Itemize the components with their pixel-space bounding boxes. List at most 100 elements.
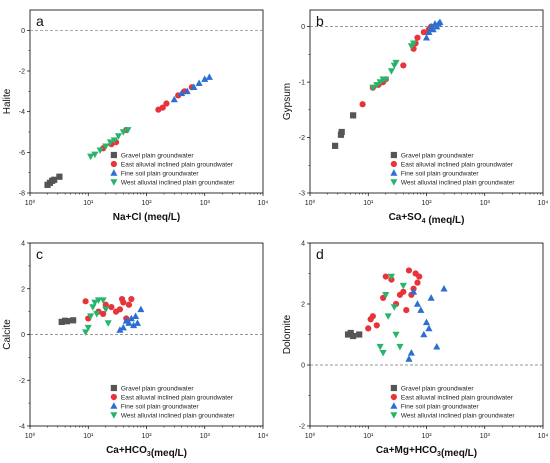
series-fine-soil-plain-groundwater — [170, 73, 213, 103]
data-point — [106, 139, 114, 146]
data-point — [405, 267, 413, 274]
data-point — [399, 282, 407, 290]
series-fine-soil-plain-groundwater — [116, 305, 145, 333]
legend-entry: Fine soil plain groundwater — [121, 403, 200, 410]
data-point — [413, 300, 422, 307]
data-point — [82, 329, 90, 336]
x-tick-label: 10⁴ — [538, 433, 549, 440]
data-point — [396, 343, 404, 351]
data-point — [130, 321, 138, 329]
x-tick-label: 10³ — [200, 200, 211, 207]
data-point — [93, 311, 101, 318]
y-tick-label: 0 — [21, 28, 25, 35]
data-point — [163, 100, 170, 107]
x-tick-label: 10³ — [200, 433, 211, 440]
data-point — [350, 112, 357, 119]
y-tick-label: -2 — [19, 378, 25, 385]
legend-marker — [110, 393, 117, 401]
data-point — [400, 288, 407, 295]
data-point — [369, 84, 377, 92]
legend-marker — [390, 402, 398, 409]
data-point — [414, 279, 421, 286]
data-point — [410, 40, 418, 47]
legend-marker — [390, 169, 398, 176]
x-tick-label: 10⁰ — [25, 199, 36, 207]
legend: Gravel plain groundwater East alluvial in… — [390, 151, 515, 186]
panel-letter: a — [36, 13, 44, 29]
data-point — [125, 301, 133, 308]
x-tick-label: 10⁰ — [305, 432, 316, 440]
legend-marker — [390, 412, 398, 419]
data-point — [119, 129, 127, 136]
series-gravel-plain-groundwater — [344, 329, 363, 340]
y-tick-label: 4 — [301, 241, 305, 248]
data-point — [384, 313, 392, 320]
legend-entry: Fine soil plain groundwater — [401, 403, 480, 410]
data-point — [89, 304, 97, 311]
panel-letter: b — [316, 13, 324, 29]
panel-c: 10⁰ 10¹ 10² 10³ 10⁴ -4 -2 0 2 4 c Ca+HCO3(meq/L) Cal… — [2, 241, 268, 460]
y-tick-label: -8 — [19, 191, 25, 198]
panel-letter: c — [36, 246, 43, 262]
data-point — [82, 298, 89, 305]
data-point — [373, 82, 381, 89]
data-point — [359, 101, 366, 108]
data-point — [116, 326, 124, 333]
legend-marker — [110, 151, 117, 159]
data-point — [410, 288, 418, 295]
y-axis-label: Gypsum — [282, 83, 293, 120]
data-point — [84, 324, 92, 332]
data-point — [376, 343, 384, 351]
data-point — [433, 342, 441, 350]
data-point — [51, 176, 58, 183]
series-west-alluvial-inclined-plain-groundwater — [82, 297, 112, 336]
y-tick-label: -4 — [19, 109, 25, 116]
data-point — [190, 83, 198, 91]
data-point — [183, 87, 191, 95]
series-fine-soil-plain-groundwater — [405, 285, 448, 362]
data-point — [63, 318, 70, 325]
data-point — [159, 104, 166, 111]
series-gravel-plain-groundwater — [58, 317, 77, 326]
data-point — [58, 318, 65, 326]
data-point — [125, 319, 133, 326]
x-tick-label: 10⁴ — [538, 200, 549, 207]
x-tick-label: 10¹ — [83, 200, 94, 207]
data-point — [102, 143, 110, 150]
legend-entry: West alluvial inclined plain groundwater — [121, 412, 236, 419]
series-west-alluvial-inclined-plain-groundwater — [376, 273, 407, 357]
legend-entry: Fine soil plain groundwater — [401, 170, 480, 177]
data-point — [87, 153, 95, 161]
data-point — [369, 313, 376, 320]
legend: Gravel plain groundwater East alluvial in… — [110, 384, 236, 419]
data-point — [400, 62, 407, 69]
data-point — [70, 317, 77, 324]
legend-marker — [110, 412, 118, 419]
data-point — [124, 127, 132, 134]
data-point — [403, 307, 410, 314]
legend-entry: West alluvial inclined plain groundwater — [401, 412, 516, 419]
data-point — [116, 306, 124, 313]
data-point — [120, 299, 127, 306]
x-axis-label: Ca+SO4 (meq/L) — [389, 212, 465, 226]
data-point — [170, 95, 178, 103]
data-point — [420, 330, 428, 338]
y-tick-label: 0 — [301, 363, 305, 370]
data-point — [440, 285, 448, 292]
data-point — [373, 322, 380, 329]
series-east-alluvial-inclined-plain-groundwater — [365, 267, 423, 332]
y-tick-label: 0 — [301, 24, 305, 31]
legend-marker — [110, 169, 118, 176]
data-point — [427, 294, 435, 301]
data-point — [379, 350, 387, 357]
data-point — [56, 173, 63, 180]
panel-d: 10⁰ 10¹ 10² 10³ 10⁴ -2 0 2 4 d Ca+Mg+HCO3(meq/L) Do… — [282, 241, 548, 460]
x-tick-label: 10⁴ — [258, 200, 269, 207]
data-point — [201, 75, 209, 82]
data-point — [108, 303, 115, 311]
data-point — [100, 310, 107, 318]
x-tick-label: 10² — [421, 200, 432, 207]
x-tick-label: 10² — [141, 433, 152, 440]
data-point — [128, 295, 135, 303]
legend-marker — [110, 160, 117, 168]
